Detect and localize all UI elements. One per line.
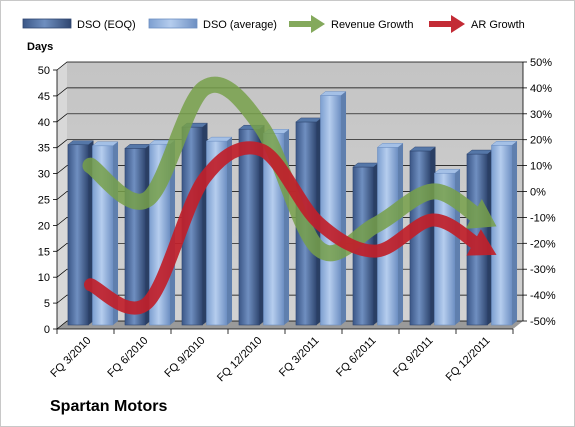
bar-dso-average bbox=[205, 136, 233, 326]
left-tick-label: 35 bbox=[38, 143, 50, 155]
left-tick-label: 10 bbox=[38, 272, 50, 284]
bar-side bbox=[341, 91, 347, 325]
bar-face bbox=[409, 150, 431, 326]
bar-face bbox=[491, 144, 513, 326]
bar-side bbox=[227, 137, 233, 325]
left-tick-label: 25 bbox=[38, 195, 50, 207]
x-category-label: FQ 9/2011 bbox=[391, 335, 436, 380]
left-tick-label: 50 bbox=[38, 65, 50, 77]
x-category-label: FQ 12/2010 bbox=[215, 335, 265, 385]
right-tick-label: 0% bbox=[530, 187, 546, 199]
left-tick-label: 20 bbox=[38, 220, 50, 232]
gridline bbox=[56, 139, 523, 148]
legend-label-dso-average: DSO (average) bbox=[203, 19, 277, 31]
left-tick-label: 45 bbox=[38, 91, 50, 103]
category-labels: FQ 3/2010 FQ 6/2010 FQ 9/2010 FQ 12/2010 FQ … bbox=[48, 335, 492, 385]
bar-side bbox=[170, 140, 176, 325]
legend-item-dso-eoq: DSO (EOQ) bbox=[22, 18, 136, 31]
x-category-label: FQ 3/2010 bbox=[48, 335, 93, 380]
legend-label-ar-growth: AR Growth bbox=[471, 19, 525, 31]
bar-face bbox=[124, 148, 146, 326]
arrow-head bbox=[465, 199, 497, 229]
bar-dso-average bbox=[319, 91, 347, 326]
left-tick-label: 0 bbox=[44, 324, 50, 336]
growth-arrows bbox=[82, 76, 497, 315]
legend-item-dso-average: DSO (average) bbox=[148, 18, 277, 31]
right-tick-label: 40% bbox=[530, 83, 552, 95]
arrow-line bbox=[84, 141, 484, 315]
legend-item-ar-growth: AR Growth bbox=[429, 15, 525, 33]
legend-swatch-dso-eoq bbox=[22, 18, 72, 29]
right-tick-label: -50% bbox=[530, 316, 556, 328]
gridline bbox=[56, 61, 523, 71]
legend-swatch-dso-average bbox=[148, 18, 198, 29]
right-tick-label: 10% bbox=[530, 161, 552, 173]
plot-floor bbox=[57, 321, 523, 329]
bar-face bbox=[238, 128, 260, 326]
right-tick-label: 30% bbox=[530, 109, 552, 121]
right-tick-label: 50% bbox=[530, 57, 552, 69]
right-axis-ticks: -50% -40% -30% -20% -10% 0% 10% 20% 30% 40% 50% bbox=[523, 57, 556, 328]
left-tick-label: 5 bbox=[44, 298, 50, 310]
legend-item-revenue-growth: Revenue Growth bbox=[289, 15, 414, 33]
left-tick-label: 40 bbox=[38, 117, 50, 129]
right-tick-label: -20% bbox=[530, 238, 556, 250]
bar-side bbox=[512, 141, 518, 325]
bar-face bbox=[320, 95, 342, 326]
arrow-ar-growth bbox=[84, 141, 497, 315]
bar-dso-average bbox=[490, 141, 518, 326]
arrow-head bbox=[466, 229, 497, 256]
x-category-label: FQ 6/2011 bbox=[334, 335, 379, 380]
y-axis-title: Days bbox=[27, 41, 53, 53]
gridline bbox=[56, 87, 523, 97]
chart-caption: Spartan Motors bbox=[50, 398, 167, 415]
gridline bbox=[56, 113, 523, 123]
left-tick-label: 30 bbox=[38, 169, 50, 181]
legend: DSO (EOQ) DSO (average) Revenue Growth A… bbox=[22, 15, 525, 33]
right-tick-label: -10% bbox=[530, 212, 556, 224]
legend-arrow-ar-growth bbox=[429, 15, 465, 33]
x-category-label: FQ 6/2010 bbox=[105, 335, 150, 380]
left-axis-ticks: 0 5 10 15 20 25 30 35 40 45 50 bbox=[38, 65, 57, 336]
right-tick-label: -40% bbox=[530, 290, 556, 302]
right-tick-label: -30% bbox=[530, 264, 556, 276]
legend-label-revenue-growth: Revenue Growth bbox=[331, 19, 414, 31]
x-category-label: FQ 9/2010 bbox=[162, 335, 207, 380]
legend-label-dso-eoq: DSO (EOQ) bbox=[77, 19, 136, 31]
right-tick-label: 20% bbox=[530, 135, 552, 147]
x-category-label: FQ 3/2011 bbox=[277, 335, 322, 380]
x-category-label: FQ 12/2011 bbox=[444, 335, 493, 384]
left-tick-label: 15 bbox=[38, 246, 50, 258]
legend-arrow-revenue-growth bbox=[289, 15, 325, 33]
